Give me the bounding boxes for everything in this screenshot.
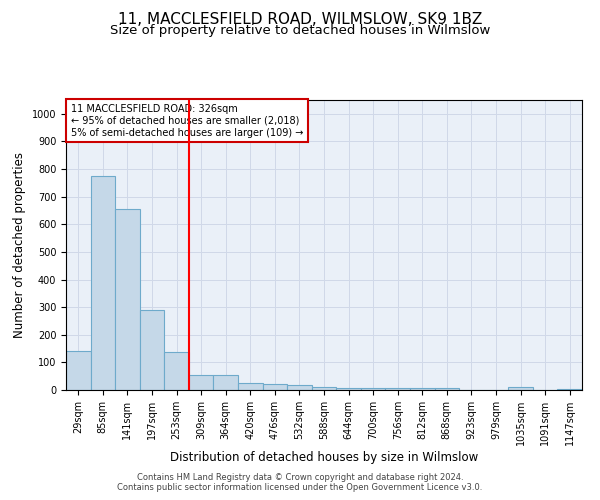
Bar: [91, 176, 115, 390]
Bar: [115, 209, 140, 390]
Bar: [66, 352, 91, 390]
Bar: [385, 388, 410, 390]
Text: Size of property relative to detached houses in Wilmslow: Size of property relative to detached ho…: [110, 24, 490, 37]
Text: 11 MACCLESFIELD ROAD: 326sqm
← 95% of detached houses are smaller (2,018)
5% of : 11 MACCLESFIELD ROAD: 326sqm ← 95% of de…: [71, 104, 304, 138]
Bar: [434, 388, 459, 390]
Bar: [410, 388, 434, 390]
Y-axis label: Number of detached properties: Number of detached properties: [13, 152, 26, 338]
Bar: [263, 384, 287, 390]
Bar: [361, 388, 385, 390]
Text: 11, MACCLESFIELD ROAD, WILMSLOW, SK9 1BZ: 11, MACCLESFIELD ROAD, WILMSLOW, SK9 1BZ: [118, 12, 482, 28]
Bar: [312, 386, 336, 390]
Bar: [164, 352, 189, 390]
Bar: [508, 387, 533, 390]
Bar: [214, 375, 238, 390]
Bar: [336, 388, 361, 390]
Bar: [238, 382, 263, 390]
X-axis label: Distribution of detached houses by size in Wilmslow: Distribution of detached houses by size …: [170, 450, 478, 464]
Bar: [189, 375, 214, 390]
Bar: [287, 385, 312, 390]
Text: Contains HM Land Registry data © Crown copyright and database right 2024.
Contai: Contains HM Land Registry data © Crown c…: [118, 473, 482, 492]
Bar: [140, 310, 164, 390]
